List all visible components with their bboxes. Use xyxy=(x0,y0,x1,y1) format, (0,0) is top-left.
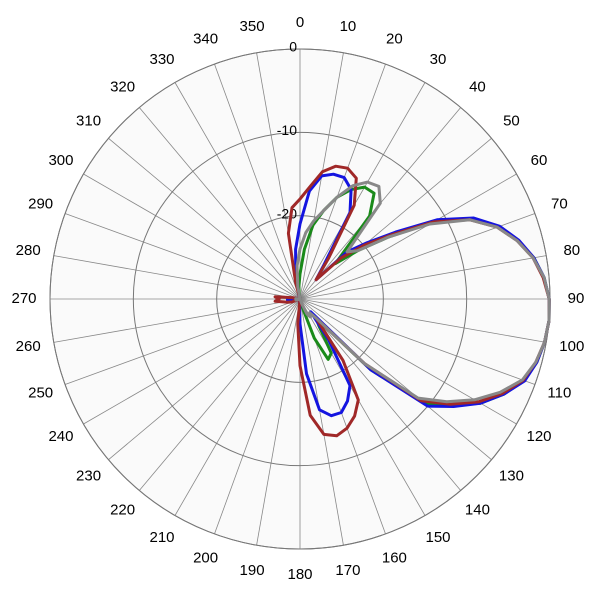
r-tick-label: -10 xyxy=(277,122,297,138)
spoke xyxy=(299,255,547,300)
spoke xyxy=(138,298,301,491)
angle-label: 170 xyxy=(335,562,360,579)
spoke xyxy=(256,298,301,546)
angle-label: 20 xyxy=(386,31,403,48)
angle-label: 330 xyxy=(149,51,174,68)
spoke xyxy=(108,298,301,461)
angle-label: 30 xyxy=(430,51,447,68)
spoke xyxy=(299,298,344,546)
angle-label: 40 xyxy=(469,79,486,96)
spoke xyxy=(53,298,301,343)
angle-label: 320 xyxy=(110,79,135,96)
spoke xyxy=(83,298,301,425)
spoke xyxy=(174,298,301,516)
spoke xyxy=(299,298,492,461)
angle-label: 110 xyxy=(547,384,571,401)
angle-label: 220 xyxy=(110,501,135,518)
angle-label: 60 xyxy=(531,152,548,169)
spoke xyxy=(299,298,462,491)
angle-label: 240 xyxy=(48,428,73,445)
angle-label: 180 xyxy=(287,566,312,583)
angle-label: 340 xyxy=(193,31,218,48)
angle-label: 190 xyxy=(240,562,265,579)
spoke xyxy=(299,298,536,385)
angle-label: 350 xyxy=(240,18,265,35)
angle-label: 160 xyxy=(382,549,407,566)
angle-label: 270 xyxy=(11,290,36,307)
angle-label: 80 xyxy=(563,242,580,259)
angle-label: 290 xyxy=(28,196,53,213)
angle-label: 140 xyxy=(465,501,490,518)
angle-label: 260 xyxy=(16,338,41,355)
angle-label: 100 xyxy=(559,338,584,355)
angle-label: 50 xyxy=(503,113,520,130)
angle-label: 200 xyxy=(193,549,218,566)
spoke xyxy=(299,298,426,516)
angle-label: 130 xyxy=(499,467,524,484)
spoke xyxy=(299,82,426,300)
r-tick-label: -20 xyxy=(277,205,297,221)
spoke xyxy=(83,173,301,300)
spoke xyxy=(299,173,517,300)
spoke xyxy=(138,107,301,300)
spoke xyxy=(214,63,301,300)
spoke xyxy=(53,255,301,300)
angle-label: 250 xyxy=(28,384,53,401)
series-line xyxy=(273,164,551,438)
spoke xyxy=(299,298,547,343)
angle-label: 150 xyxy=(425,529,450,546)
angle-label: 0 xyxy=(296,14,304,31)
spoke xyxy=(299,63,386,300)
angle-label: 70 xyxy=(551,196,568,213)
ring xyxy=(216,215,384,383)
r-tick-label: 0 xyxy=(289,39,297,55)
angle-label: 120 xyxy=(527,428,552,445)
spoke xyxy=(108,137,301,300)
spoke xyxy=(64,298,301,385)
angle-label: 10 xyxy=(340,18,357,35)
angle-label: 300 xyxy=(48,152,73,169)
angle-label: 230 xyxy=(76,467,101,484)
angle-label: 210 xyxy=(149,529,174,546)
ring xyxy=(132,131,468,467)
series-line xyxy=(294,180,551,404)
spoke xyxy=(64,213,301,300)
angle-label: 310 xyxy=(76,113,101,130)
spoke xyxy=(214,298,301,535)
spoke xyxy=(299,137,492,300)
spoke xyxy=(174,82,301,300)
angle-label: 280 xyxy=(16,242,41,259)
angle-label: 90 xyxy=(568,290,585,307)
